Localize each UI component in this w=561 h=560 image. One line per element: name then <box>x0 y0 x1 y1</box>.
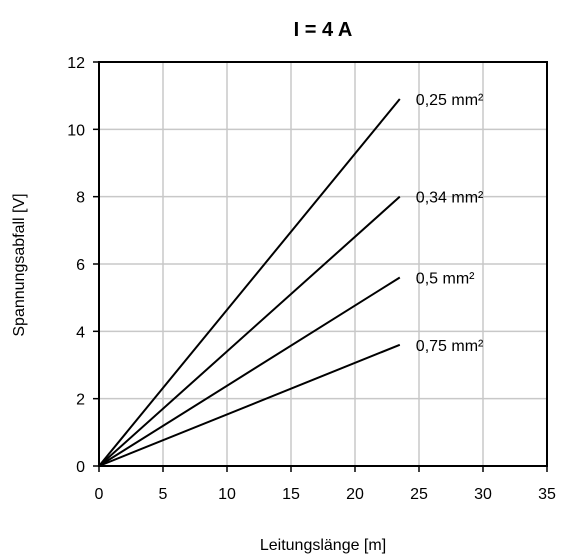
x-axis-label: Leitungslänge [m] <box>260 537 386 554</box>
x-tick-label: 0 <box>95 486 104 503</box>
series-lines <box>98 98 401 467</box>
x-tick-label: 20 <box>346 486 364 503</box>
series-label: 0,75 mm² <box>416 338 484 355</box>
series-line <box>98 276 401 467</box>
chart-title: I = 4 A <box>294 19 353 41</box>
axis-ticks: 0 5 10 15 20 25 30 35 0 2 4 6 8 10 12 <box>67 55 556 503</box>
y-tick-label: 4 <box>76 324 85 341</box>
series-labels: 0,25 mm² 0,34 mm² 0,5 mm² 0,75 mm² <box>416 92 484 355</box>
x-tick-label: 35 <box>538 486 556 503</box>
series-label: 0,34 mm² <box>416 190 484 207</box>
series-label: 0,25 mm² <box>416 92 484 109</box>
x-tick-label: 15 <box>282 486 300 503</box>
series-line <box>98 195 401 467</box>
y-tick-label: 10 <box>67 122 85 139</box>
y-axis-label: Spannungsabfall [V] <box>11 193 28 336</box>
y-tick-label: 2 <box>76 392 85 409</box>
series-label: 0,5 mm² <box>416 270 475 287</box>
series-line <box>98 98 401 467</box>
x-tick-label: 5 <box>159 486 168 503</box>
y-tick-label: 0 <box>76 459 85 476</box>
x-tick-label: 10 <box>218 486 236 503</box>
y-tick-label: 6 <box>76 257 85 274</box>
y-tick-label: 12 <box>67 55 85 72</box>
x-tick-label: 25 <box>410 486 428 503</box>
series-line <box>98 343 401 467</box>
x-tick-label: 30 <box>474 486 492 503</box>
y-tick-label: 8 <box>76 190 85 207</box>
